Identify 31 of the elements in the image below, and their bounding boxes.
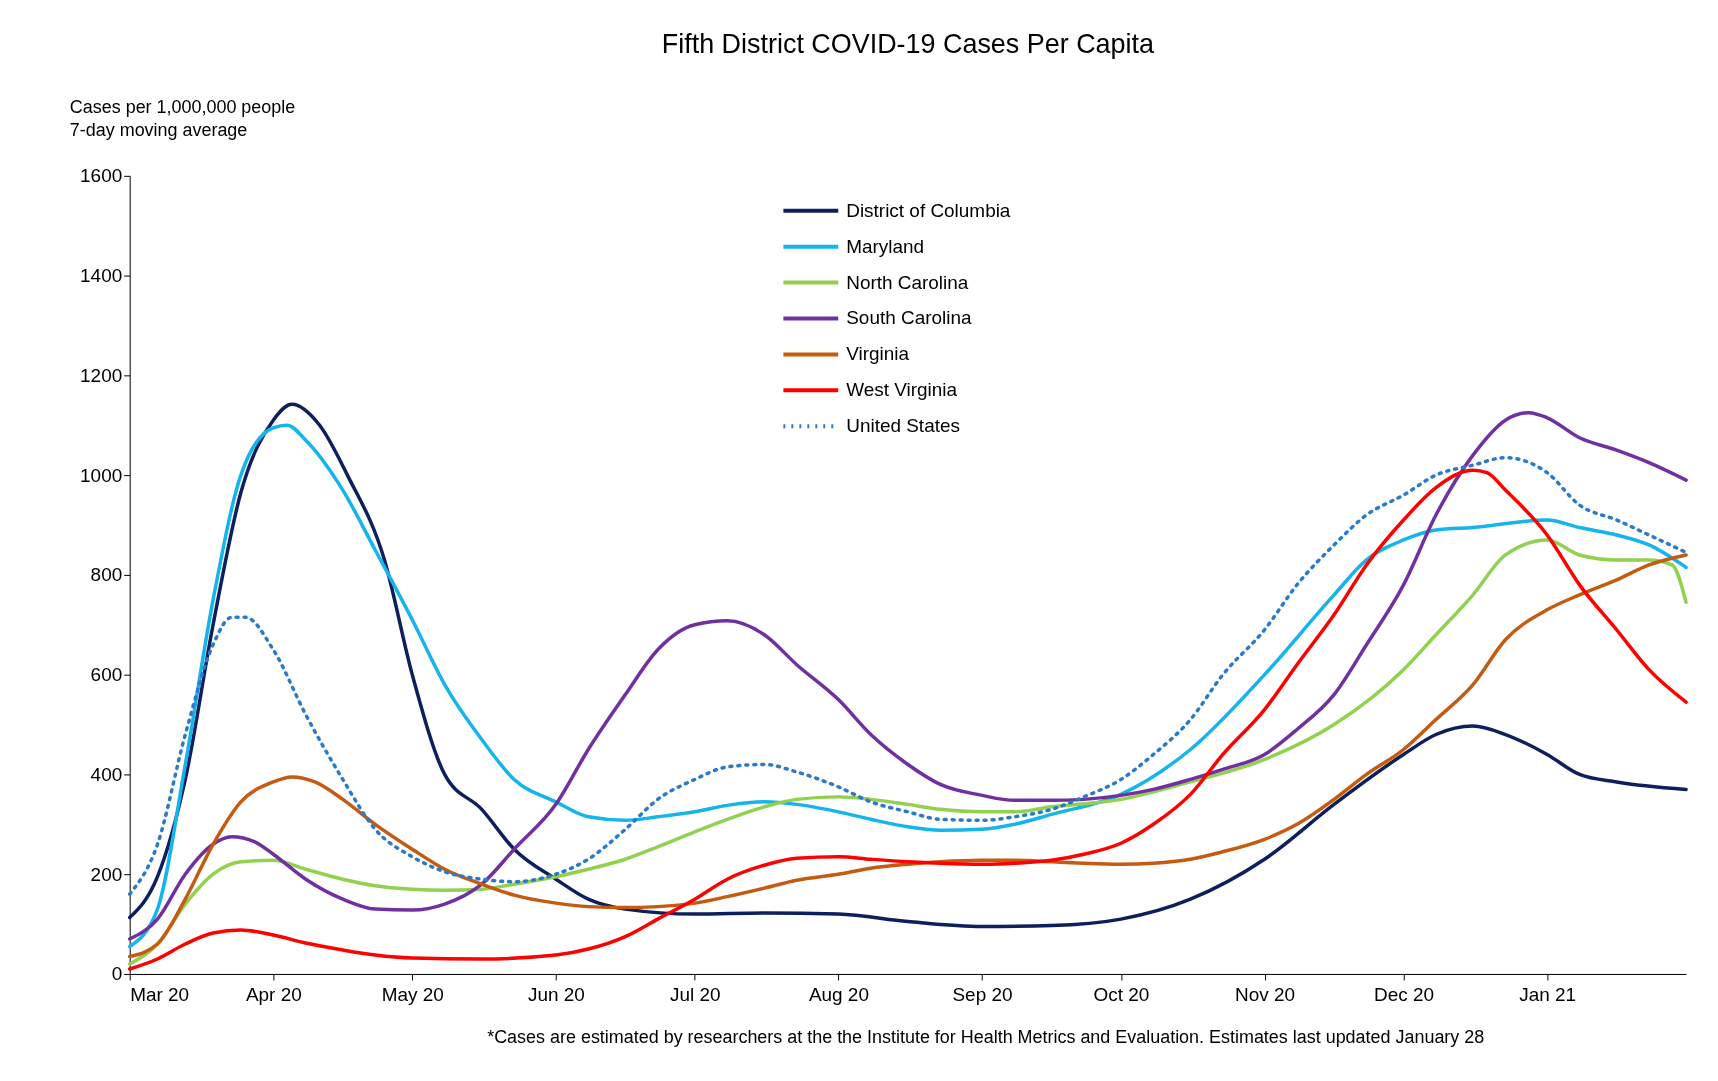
y-tick-label: 400 — [90, 763, 123, 785]
y-tick-label: 1600 — [80, 165, 123, 187]
y-tick-label: 1400 — [80, 265, 123, 287]
x-tick-label: Mar 20 — [130, 984, 190, 1006]
legend-label: North Carolina — [846, 271, 969, 293]
text: *Cases are estimated by researchers at the the Institute for Health Metrics and Evaluation. Estimates last updated January 28 — [487, 1026, 1485, 1047]
x-tick-label: Jun 20 — [527, 984, 585, 1006]
legend-label: South Carolina — [846, 307, 972, 329]
line-series — [127, 455, 1688, 896]
legend-label: West Virginia — [846, 379, 958, 401]
legend-label: Virginia — [846, 343, 910, 365]
legend-label: United States — [846, 415, 960, 437]
y-axis-title: Cases per 1,000,000 people 7-day moving average — [69, 96, 296, 140]
x-tick-label: Dec 20 — [1374, 984, 1435, 1006]
y-tick-label: 200 — [90, 863, 123, 885]
x-tick-label: Oct 20 — [1093, 984, 1150, 1006]
y-tick-label: 800 — [90, 564, 123, 586]
legend-label: Maryland — [846, 235, 925, 257]
legend-label: District of Columbia — [846, 199, 1011, 221]
x-tick-label: Jan 21 — [1519, 984, 1577, 1006]
x-tick-label: Aug 20 — [808, 984, 869, 1006]
x-tick-label: May 20 — [381, 984, 444, 1006]
chart-title: Fifth District COVID-19 Cases Per Capita — [661, 29, 1155, 60]
y-tick-label: 1200 — [80, 364, 123, 386]
x-tick-label: Jul 20 — [670, 984, 721, 1006]
y-tick-label: 600 — [90, 664, 123, 686]
x-tick-label: Apr 20 — [245, 984, 302, 1006]
x-tick-label: Nov 20 — [1235, 984, 1296, 1006]
x-tick-label: Sep 20 — [952, 984, 1013, 1006]
y-tick-label: 1000 — [80, 464, 123, 486]
y-tick-label: 0 — [111, 963, 123, 985]
